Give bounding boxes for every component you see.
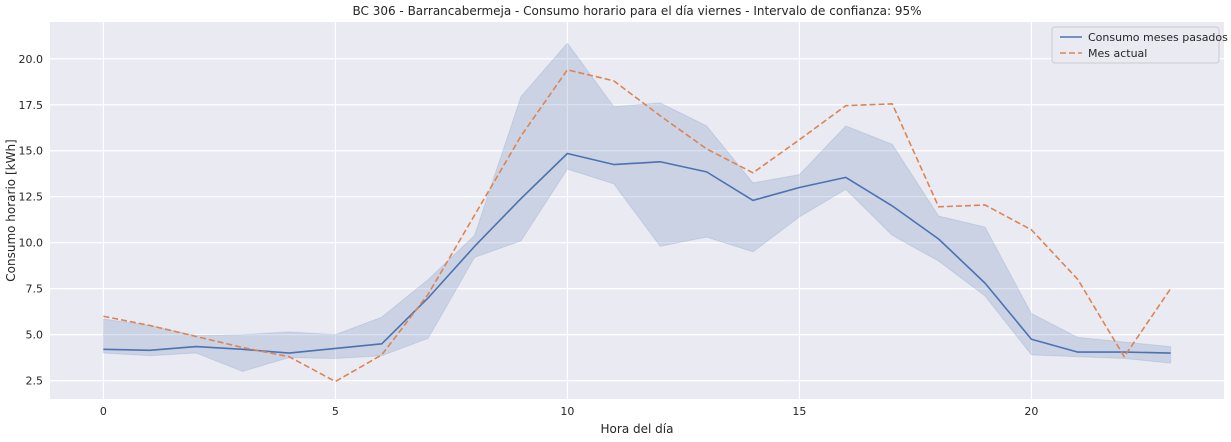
x-tick-label: 10 bbox=[560, 405, 574, 418]
tick-labels: 0 5 10 15 20 2.5 5.0 7.5 10.0 12.5 15.0 17.5 20.0 bbox=[19, 53, 1039, 418]
y-tick-label: 20.0 bbox=[19, 53, 44, 66]
confidence-band-layer bbox=[102, 42, 1172, 372]
y-tick-label: 5.0 bbox=[26, 329, 44, 342]
legend: Consumo meses pasados Mes actual bbox=[1051, 26, 1228, 64]
x-axis-title: Hora del día bbox=[601, 422, 674, 436]
y-axis-title: Consumo horario [kWh] bbox=[4, 139, 18, 281]
legend-label-consumo-meses-pasados: Consumo meses pasados bbox=[1088, 31, 1228, 44]
y-tick-label: 7.5 bbox=[26, 283, 44, 296]
confidence-band-consumo-meses-pasados bbox=[102, 42, 1172, 372]
x-tick-label: 5 bbox=[332, 405, 339, 418]
y-tick-label: 12.5 bbox=[19, 191, 44, 204]
series-line-layer bbox=[103, 69, 1172, 383]
series-line-consumo-meses-pasados bbox=[103, 152, 1171, 354]
x-tick-label: 0 bbox=[100, 405, 107, 418]
x-tick-label: 20 bbox=[1024, 405, 1038, 418]
y-tick-label: 2.5 bbox=[26, 375, 44, 388]
chart-title: BC 306 - Barrancabermeja - Consumo horar… bbox=[353, 4, 922, 18]
legend-box bbox=[1051, 26, 1220, 64]
x-tick-label: 15 bbox=[792, 405, 806, 418]
legend-label-mes-actual: Mes actual bbox=[1088, 47, 1147, 60]
y-tick-label: 17.5 bbox=[19, 99, 44, 112]
y-tick-label: 15.0 bbox=[19, 145, 44, 158]
y-tick-label: 10.0 bbox=[19, 237, 44, 250]
series-line-mes-actual bbox=[103, 69, 1172, 383]
